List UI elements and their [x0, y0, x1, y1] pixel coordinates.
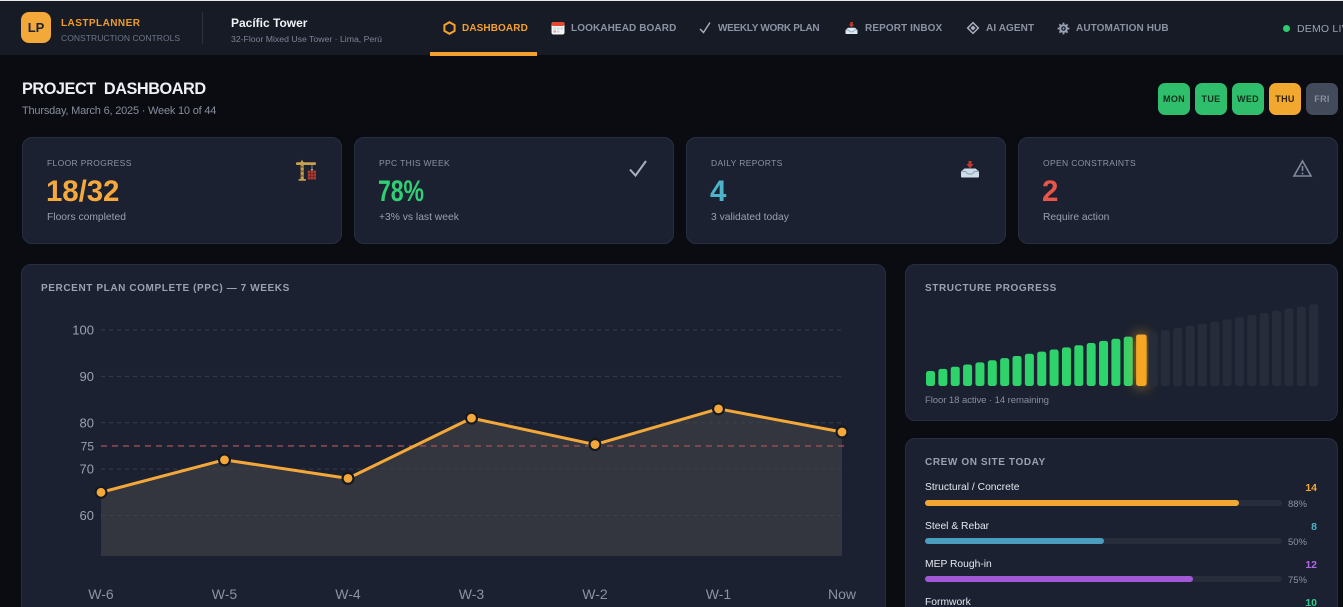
svg-text:75: 75 [81, 439, 95, 453]
svg-text:80: 80 [80, 415, 94, 430]
svg-text:W-1: W-1 [706, 586, 732, 602]
svg-text:W-6: W-6 [88, 586, 114, 602]
svg-text:60: 60 [80, 508, 94, 523]
svg-text:W-5: W-5 [212, 586, 238, 602]
svg-text:90: 90 [80, 369, 94, 384]
svg-text:70: 70 [80, 462, 94, 477]
svg-text:W-4: W-4 [335, 586, 361, 602]
svg-text:100: 100 [72, 323, 94, 338]
svg-text:W-3: W-3 [459, 586, 485, 602]
svg-text:W-2: W-2 [582, 586, 608, 602]
svg-text:Now: Now [828, 586, 857, 602]
